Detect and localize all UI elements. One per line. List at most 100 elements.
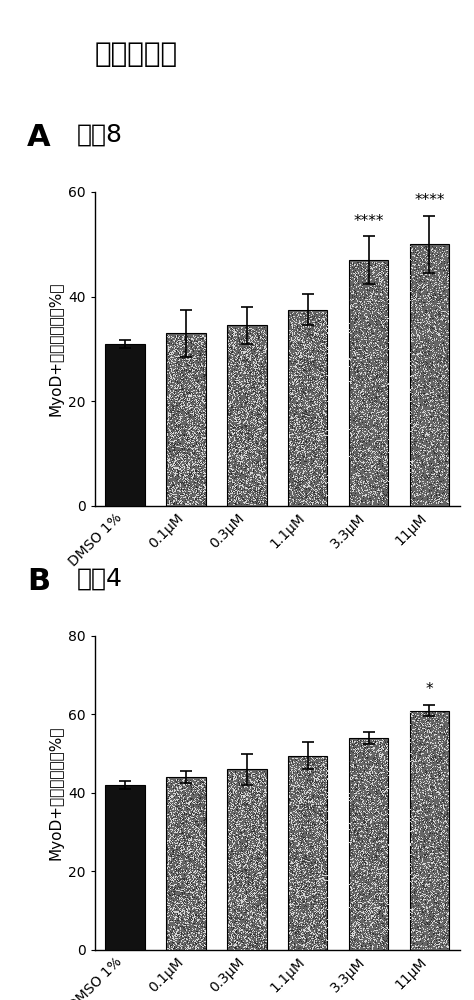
Point <box>177 360 185 376</box>
Point <box>173 800 181 816</box>
Point <box>298 439 306 455</box>
Point <box>303 361 310 377</box>
Point <box>321 865 329 881</box>
Point <box>349 859 356 875</box>
Point <box>432 940 440 956</box>
Point <box>175 351 183 367</box>
Point <box>187 908 195 924</box>
Point <box>443 419 451 435</box>
Point <box>380 903 387 919</box>
Point <box>416 242 423 258</box>
Point <box>182 468 190 484</box>
Point <box>363 893 371 909</box>
Point <box>173 801 181 817</box>
Point <box>441 256 449 272</box>
Point <box>259 811 267 827</box>
Point <box>241 460 249 476</box>
Point <box>292 459 300 475</box>
Point <box>251 857 259 873</box>
Point <box>301 922 309 938</box>
Point <box>316 488 323 504</box>
Point <box>364 302 371 318</box>
Point <box>293 351 301 367</box>
Point <box>250 351 257 367</box>
Point <box>363 840 370 856</box>
Point <box>319 339 326 355</box>
Point <box>289 369 297 385</box>
Point <box>415 909 423 925</box>
Point <box>255 786 263 802</box>
Point <box>199 854 207 870</box>
Point <box>175 889 182 905</box>
Point <box>443 358 450 374</box>
Point <box>443 321 451 337</box>
Point <box>232 363 239 379</box>
Point <box>182 419 190 435</box>
Point <box>291 407 298 423</box>
Point <box>227 474 234 490</box>
Point <box>382 905 390 921</box>
Point <box>173 871 180 887</box>
Point <box>425 433 433 449</box>
Point <box>231 482 238 498</box>
Point <box>236 786 243 802</box>
Point <box>410 768 417 784</box>
Point <box>231 443 239 459</box>
Point <box>296 397 304 413</box>
Point <box>290 448 297 464</box>
Point <box>297 881 305 897</box>
Point <box>320 306 328 322</box>
Point <box>260 919 267 935</box>
Point <box>321 907 328 923</box>
Point <box>243 839 251 855</box>
Point <box>293 374 301 390</box>
Point <box>245 382 253 398</box>
Point <box>164 470 172 486</box>
Point <box>298 357 306 373</box>
Point <box>237 785 244 801</box>
Point <box>373 798 381 814</box>
Point <box>346 401 354 417</box>
Point <box>237 426 245 442</box>
Point <box>414 371 421 387</box>
Point <box>173 427 181 443</box>
Point <box>201 860 208 876</box>
Point <box>442 290 449 306</box>
Point <box>305 424 313 440</box>
Point <box>314 934 321 950</box>
Point <box>244 356 252 372</box>
Point <box>383 302 390 318</box>
Point <box>294 816 302 832</box>
Point <box>196 841 204 857</box>
Point <box>261 362 269 378</box>
Point <box>426 829 434 845</box>
Point <box>369 904 376 920</box>
Point <box>365 819 373 835</box>
Point <box>190 777 198 793</box>
Point <box>436 376 444 392</box>
Point <box>433 853 441 869</box>
Point <box>243 939 251 955</box>
Point <box>245 771 252 787</box>
Point <box>249 823 257 839</box>
Point <box>438 302 445 318</box>
Point <box>191 442 199 458</box>
Point <box>293 464 301 480</box>
Point <box>315 777 322 793</box>
Point <box>261 847 269 863</box>
Point <box>375 782 383 798</box>
Point <box>199 801 206 817</box>
Point <box>189 882 197 898</box>
Point <box>260 473 267 489</box>
Point <box>424 712 431 728</box>
Point <box>421 487 429 503</box>
Point <box>169 800 177 816</box>
Point <box>292 423 300 439</box>
Point <box>289 941 296 957</box>
Point <box>427 903 435 919</box>
Point <box>285 885 293 901</box>
Point <box>246 349 254 365</box>
Point <box>287 786 294 802</box>
Point <box>379 494 387 510</box>
Point <box>436 382 444 398</box>
